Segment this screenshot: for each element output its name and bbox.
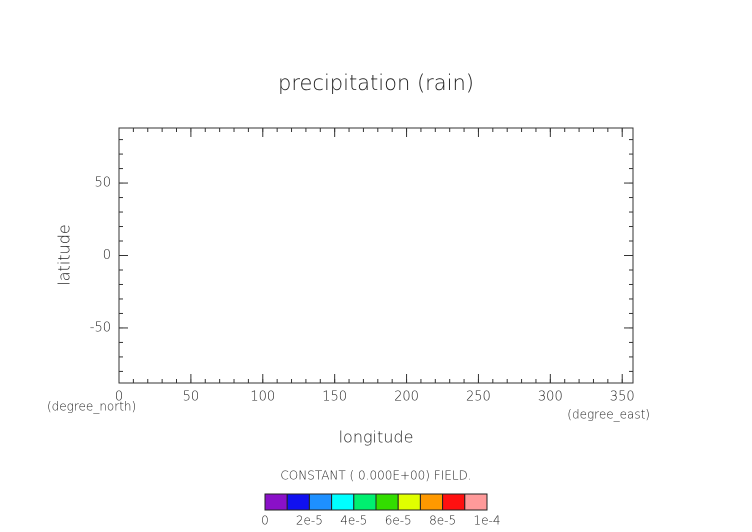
colorbar-label: 8e-5	[429, 514, 456, 528]
colorbar-box	[442, 493, 466, 511]
x-tick-label: 250	[466, 390, 491, 405]
colorbar-box	[308, 493, 333, 511]
y-units: (degree_north)	[47, 400, 136, 414]
x-tick-label: 100	[250, 390, 275, 405]
colorbar-box	[375, 493, 399, 511]
y-axis-label: latitude	[55, 224, 74, 285]
x-units: (degree_east)	[567, 408, 650, 422]
x-tick-label: 350	[610, 390, 635, 405]
x-tick-label: 150	[322, 390, 347, 405]
colorbar-box	[397, 493, 421, 511]
x-tick-label: 50	[183, 390, 200, 405]
colorbar-box	[331, 493, 355, 511]
colorbar-box	[464, 493, 488, 511]
colorbar-label: 1e-4	[474, 514, 501, 528]
colorbar-label: 0	[261, 514, 269, 528]
plot-frame	[118, 127, 634, 384]
colorbar-box	[419, 493, 444, 511]
chart-title: precipitation (rain)	[278, 71, 474, 95]
y-tick-label: 0	[103, 248, 111, 263]
colorbar-label: 6e-5	[385, 514, 412, 528]
y-tick-label: -50	[90, 320, 111, 335]
x-tick-label: 300	[538, 390, 563, 405]
x-tick-label: 200	[394, 390, 419, 405]
annotation: CONSTANT ( 0.000E+00) FIELD.	[280, 469, 471, 483]
colorbar-box	[286, 493, 310, 511]
colorbar-label: 2e-5	[296, 514, 323, 528]
y-tick-label: 50	[94, 176, 111, 191]
colorbar-label: 4e-5	[340, 514, 367, 528]
x-tick-label: 0	[115, 390, 123, 405]
colorbar-box	[264, 493, 288, 511]
x-axis-label: longitude	[339, 428, 414, 447]
colorbar-box	[353, 493, 377, 511]
